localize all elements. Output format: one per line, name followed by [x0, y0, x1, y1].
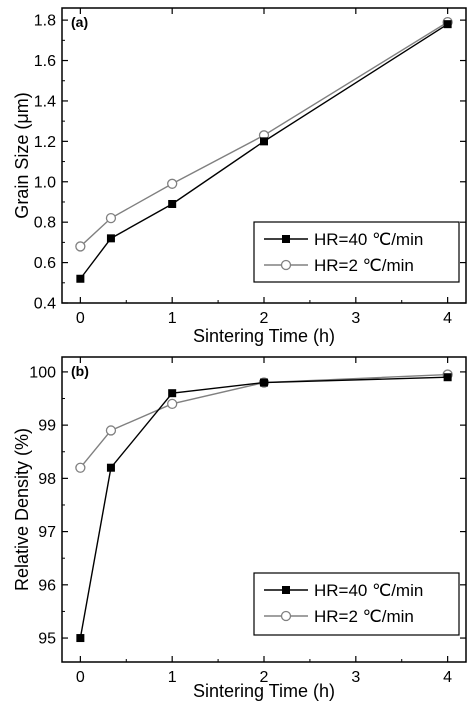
x-axis-title: Sintering Time (h)	[193, 326, 335, 346]
data-point	[168, 199, 177, 208]
x-tick-label: 3	[351, 669, 360, 686]
panel-label: (b)	[71, 363, 89, 379]
chart-panel-1: 0 1 2 3 4 0.4 0.6 0.8 1.0 1.2 1.4 1.6 1.8 Sintering T…	[12, 7, 467, 346]
data-point	[76, 634, 85, 643]
legend-box	[253, 221, 460, 283]
data-point	[76, 274, 85, 283]
y-axis-title: Grain Size (μm)	[12, 92, 32, 218]
y-axis-title: Relative Density (%)	[12, 428, 32, 591]
y-tick-label: 0.4	[34, 296, 56, 313]
data-point	[168, 389, 177, 398]
x-tick-label: 3	[351, 310, 360, 327]
y-tick-label: 0.8	[34, 215, 56, 232]
x-tick-label: 4	[443, 669, 452, 686]
x-tick-label: 0	[76, 310, 85, 327]
y-tick-label: 98	[38, 471, 56, 488]
x-tick-label: 1	[168, 310, 177, 327]
data-point	[106, 463, 115, 472]
legend-marker	[282, 235, 290, 243]
legend: HR=40 ℃/min HR=2 ℃/min	[253, 221, 460, 283]
series-1	[76, 20, 452, 283]
x-tick-label: 0	[76, 669, 85, 686]
data-point	[105, 212, 117, 224]
data-point	[105, 425, 117, 436]
y-tick-label: 1.2	[34, 134, 56, 151]
y-tick-label: 0.6	[34, 255, 56, 272]
data-point	[167, 398, 178, 409]
legend-label: HR=2 ℃/min	[314, 256, 414, 275]
data-point	[75, 462, 86, 473]
y-tick-label: 1.8	[34, 13, 56, 30]
series-1	[76, 373, 452, 643]
series-line	[79, 373, 448, 469]
legend-label: HR=40 ℃/min	[314, 581, 423, 600]
x-axis-title: Sintering Time (h)	[193, 681, 335, 701]
y-tick-label: 96	[38, 577, 56, 594]
data-point	[443, 20, 452, 29]
legend-label: HR=2 ℃/min	[314, 607, 414, 626]
x-tick-label: 2	[260, 669, 269, 686]
y-tick-label: 100	[29, 364, 56, 381]
legend-box	[253, 572, 460, 636]
y-tick-label: 97	[38, 524, 56, 541]
x-tick-label: 4	[443, 310, 452, 327]
panel-label: (a)	[71, 14, 88, 30]
y-tick-label: 99	[38, 418, 56, 435]
y-tick-label: 1.4	[34, 93, 56, 110]
y-tick-label: 1.0	[34, 174, 56, 191]
legend-label: HR=40 ℃/min	[314, 230, 423, 249]
series-2	[75, 16, 453, 252]
data-point	[106, 234, 115, 243]
legend-marker	[280, 610, 292, 622]
x-tick-label: 1	[168, 669, 177, 686]
y-tick-label: 95	[38, 631, 56, 648]
legend-marker	[282, 586, 290, 594]
x-tick-label: 2	[260, 310, 269, 327]
data-point	[260, 137, 268, 146]
legend-marker	[280, 259, 292, 271]
chart-panel-2: 0 1 2 3 4 95 96 97 98 99 100 Sintering Time (h) Rela…	[12, 356, 467, 701]
data-point	[443, 373, 452, 382]
legend: HR=40 ℃/min HR=2 ℃/min	[253, 572, 460, 636]
data-point	[75, 241, 86, 252]
y-tick-label: 1.6	[34, 53, 56, 70]
data-point	[260, 378, 268, 387]
data-point	[167, 178, 178, 189]
